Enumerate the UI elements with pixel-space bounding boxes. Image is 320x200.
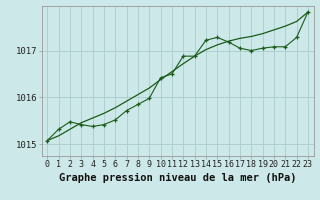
X-axis label: Graphe pression niveau de la mer (hPa): Graphe pression niveau de la mer (hPa) bbox=[59, 173, 296, 183]
